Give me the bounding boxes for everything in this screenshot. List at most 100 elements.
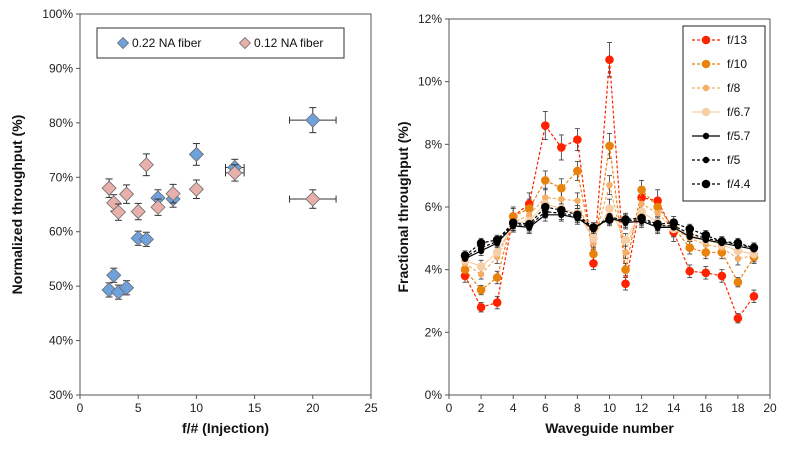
legend-marker <box>238 36 252 50</box>
x-tick-label: 18 <box>731 401 745 415</box>
data-point <box>589 259 598 268</box>
data-point <box>653 219 662 229</box>
legend-label: 0.22 NA fiber <box>132 36 201 50</box>
legend-label: f/5 <box>727 153 741 167</box>
data-point-012na <box>138 157 154 173</box>
x-tick-label: 10 <box>603 401 617 415</box>
data-point <box>558 195 565 203</box>
data-point <box>541 202 550 212</box>
data-point <box>460 251 470 260</box>
legend-marker <box>701 179 711 189</box>
data-point <box>637 193 646 202</box>
data-point <box>541 176 550 185</box>
legend-marker <box>702 84 710 92</box>
data-point-022na <box>101 282 117 298</box>
data-point <box>460 271 470 281</box>
data-point <box>476 302 486 312</box>
data-point <box>573 210 582 220</box>
data-point <box>685 243 695 253</box>
data-point <box>526 211 533 219</box>
legend: f/13 f/10 f/8 f/6.7 f/5.7 f/5 f/4.4 <box>682 25 766 202</box>
legend-label: f/10 <box>727 57 747 71</box>
x-tick-label: 0 <box>446 401 453 415</box>
x-axis-label: f/# (Injection) <box>182 420 269 436</box>
data-point <box>701 230 711 240</box>
y-tick-label: 80% <box>49 116 73 130</box>
data-point-012na <box>130 204 146 220</box>
data-point <box>589 234 598 243</box>
y-tick-label: 4% <box>425 263 443 277</box>
data-point <box>508 218 518 227</box>
data-point <box>621 265 630 274</box>
data-point <box>574 197 581 204</box>
plot-frame <box>79 13 372 396</box>
data-point <box>557 205 566 215</box>
data-point <box>733 238 743 248</box>
data-point-012na <box>305 191 321 207</box>
legend-label: f/8 <box>727 81 741 95</box>
data-point <box>557 183 566 193</box>
legend-label: 0.12 NA fiber <box>254 36 323 50</box>
data-point <box>749 249 759 259</box>
legend-label: f/4.4 <box>727 177 751 191</box>
data-point <box>476 238 486 248</box>
x-tick-label: 16 <box>699 401 713 415</box>
data-point-012na <box>150 199 166 215</box>
data-point <box>476 285 486 295</box>
data-point <box>653 196 662 206</box>
data-point <box>638 200 645 208</box>
x-tick-label: 8 <box>574 401 581 415</box>
data-point <box>733 313 743 323</box>
y-tick-label: 6% <box>425 200 443 214</box>
data-point <box>701 268 711 278</box>
data-point <box>734 255 742 262</box>
legend-label: f/5.7 <box>727 129 751 143</box>
data-point <box>573 135 582 144</box>
x-tick-label: 6 <box>542 401 549 415</box>
x-tick-label: 14 <box>667 401 681 415</box>
y-tick-label: 100% <box>42 7 73 21</box>
data-point-012na <box>110 204 126 220</box>
x-tick-label: 10 <box>190 401 204 415</box>
y-axis-label: Normalized throughput (%) <box>9 115 25 295</box>
y-tick-label: 10% <box>418 75 442 89</box>
y-tick-label: 12% <box>418 12 442 26</box>
y-axis-label: Fractional throughput (%) <box>395 121 411 292</box>
data-point <box>605 204 614 213</box>
legend-box <box>96 27 345 59</box>
x-tick-label: 0 <box>77 401 84 415</box>
x-tick-label: 5 <box>135 401 142 415</box>
x-axis-label: Waveguide number <box>545 420 674 436</box>
data-point-022na <box>305 112 321 128</box>
data-point <box>685 266 695 276</box>
y-tick-label: 60% <box>49 225 73 239</box>
x-tick-label: 20 <box>763 401 777 415</box>
data-point <box>524 204 534 213</box>
data-point <box>637 207 646 216</box>
data-point-012na <box>188 181 204 197</box>
data-point <box>557 143 566 152</box>
legend-marker <box>116 36 130 50</box>
data-point <box>524 219 534 229</box>
legend: 0.22 NA fiber 0.12 NA fiber <box>96 27 345 59</box>
data-point-012na <box>227 165 243 181</box>
data-point <box>477 271 485 278</box>
legend-marker <box>701 107 711 117</box>
y-tick-label: 50% <box>49 279 73 293</box>
data-point <box>717 248 727 257</box>
legend-label: f/13 <box>727 33 747 47</box>
legend-marker <box>702 156 710 164</box>
data-point <box>492 235 502 245</box>
x-tick-label: 20 <box>306 401 320 415</box>
data-point <box>717 271 727 281</box>
data-point <box>749 292 759 301</box>
data-point-012na <box>101 180 117 196</box>
data-point <box>492 248 502 257</box>
y-tick-label: 2% <box>425 325 443 339</box>
data-point <box>460 265 470 274</box>
data-point-022na <box>138 231 154 247</box>
data-point <box>605 215 614 224</box>
right-chart-throughput-vs-waveguide: 0 2 4 6 8 10 12 14 16 18 20 0% 2% 4% 6% 8% 10% 12% Wavegui… <box>395 12 777 436</box>
legend-marker <box>702 132 710 140</box>
x-tick-label: 12 <box>635 401 649 415</box>
